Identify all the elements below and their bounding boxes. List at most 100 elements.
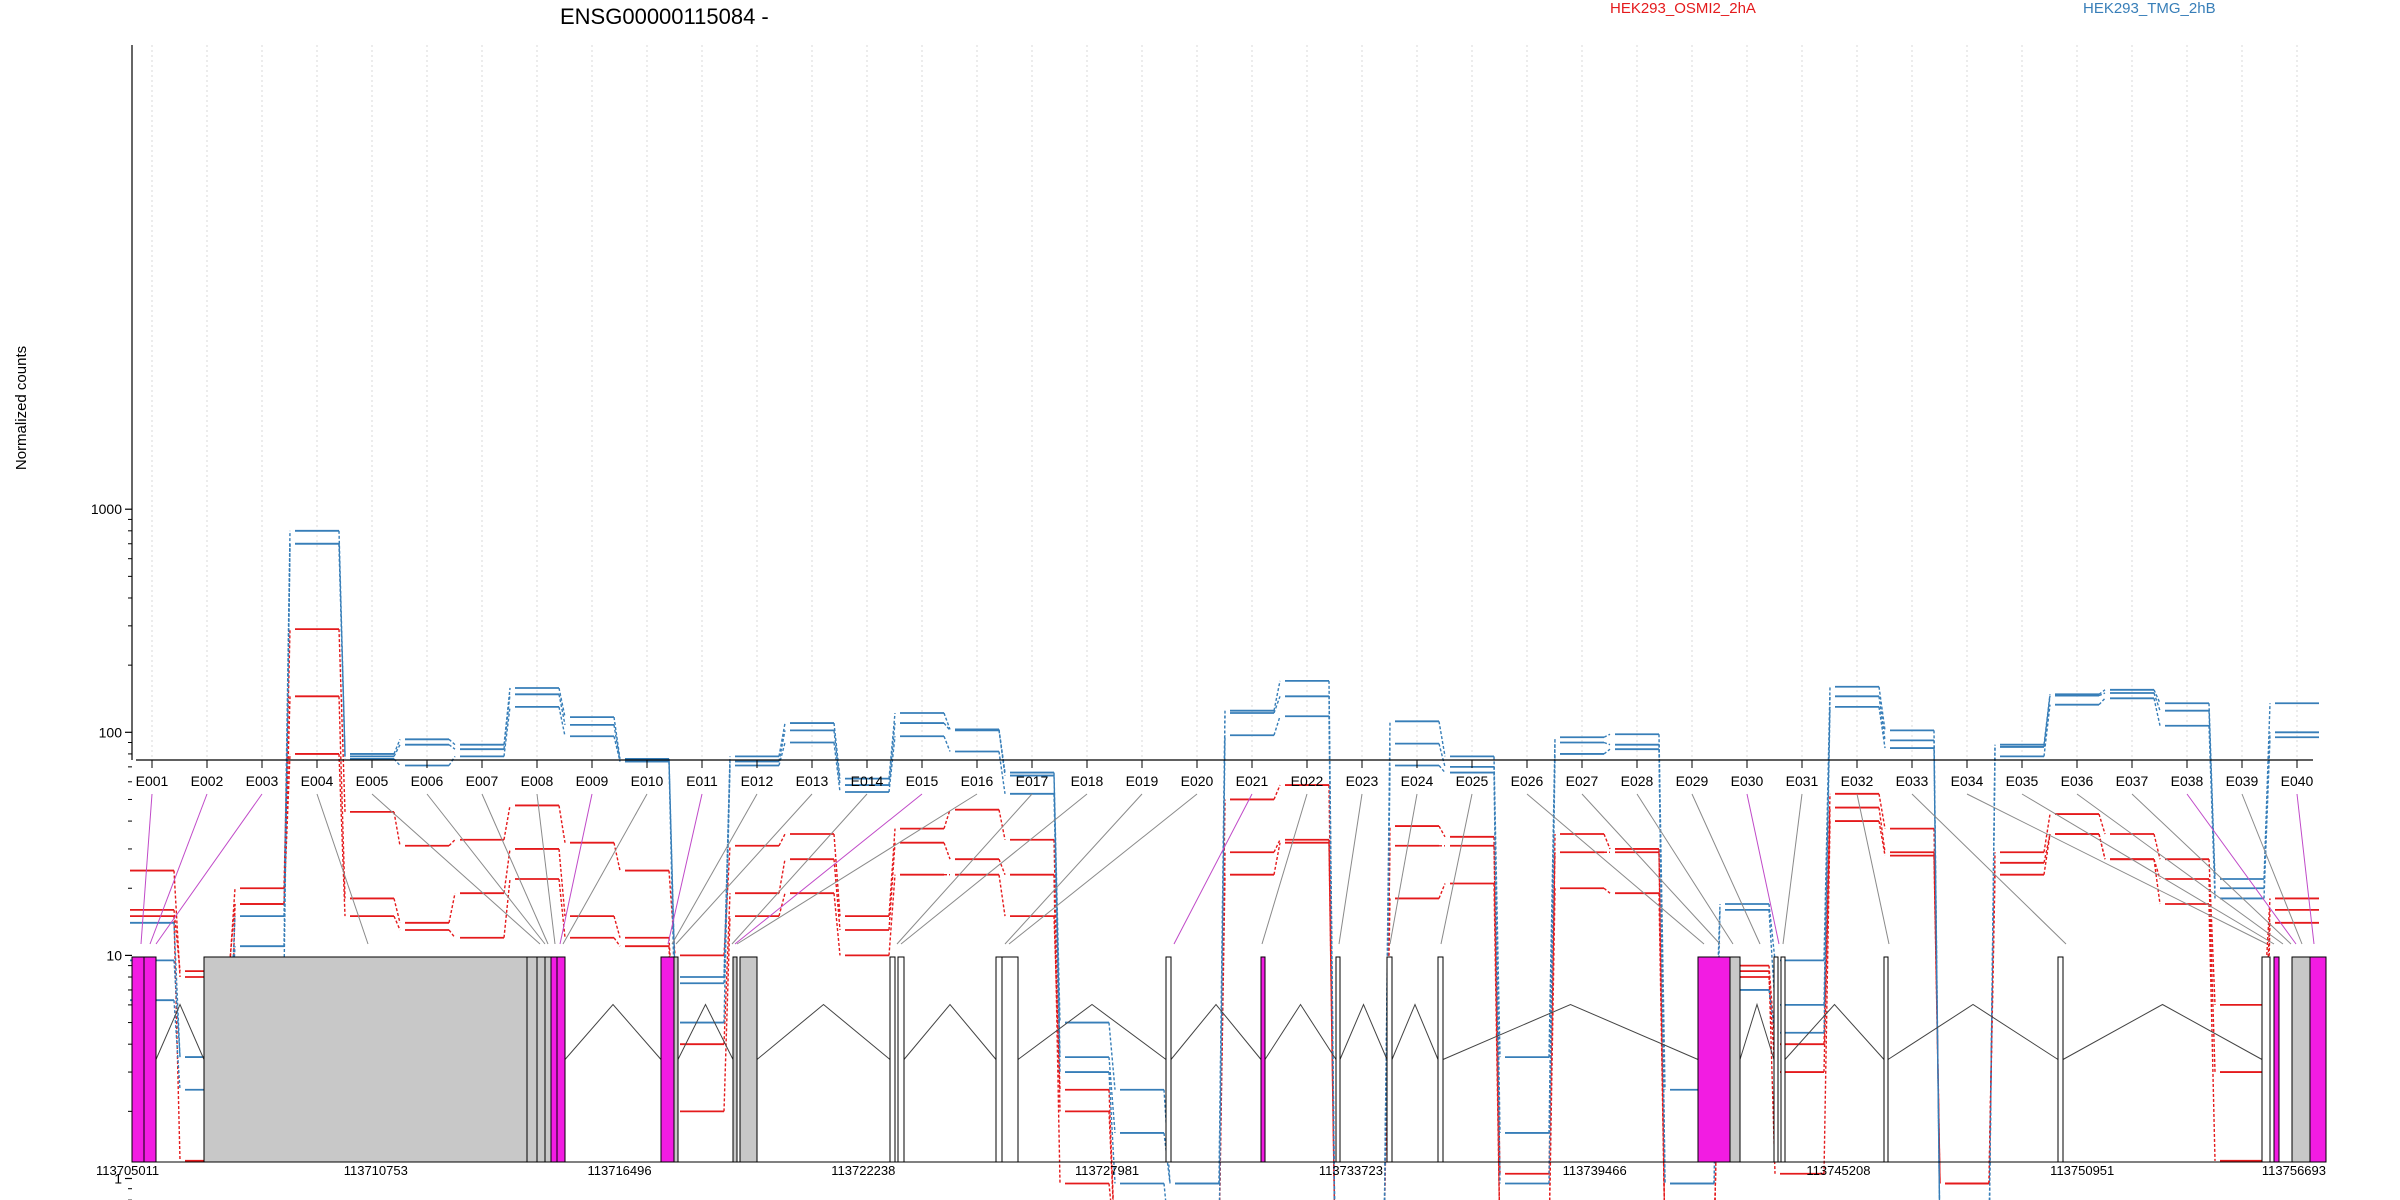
data-ramp xyxy=(1603,733,1611,738)
gene-exon-box xyxy=(556,956,566,1163)
exon-connector xyxy=(140,793,153,945)
data-ramp xyxy=(2098,813,2106,835)
gene-exon-box xyxy=(732,956,738,1163)
data-ramp xyxy=(338,543,346,759)
gene-exon-box xyxy=(2057,956,2064,1163)
data-ramp xyxy=(723,845,731,956)
data-ramp xyxy=(613,724,621,762)
data-ramp xyxy=(1218,735,1226,1200)
data-ramp xyxy=(558,805,566,843)
data-ramp xyxy=(943,722,951,731)
intron-line xyxy=(756,1003,891,1060)
data-ramp xyxy=(943,735,951,752)
exon-label: E024 xyxy=(1401,773,1434,789)
exon-connector xyxy=(1440,793,1473,945)
gene-exon-box xyxy=(1165,956,1172,1163)
data-ramp xyxy=(2098,697,2106,706)
exon-label: E032 xyxy=(1841,773,1874,789)
coordinate-label: 113750951 xyxy=(2050,1163,2114,1178)
gene-exon-box xyxy=(2261,956,2271,1163)
data-ramp xyxy=(1108,1111,1114,1200)
data-ramp xyxy=(998,874,1006,917)
intron-line xyxy=(1339,1003,1388,1060)
coordinate-label: 113756693 xyxy=(2262,1163,2326,1178)
data-ramp xyxy=(1053,793,1061,1073)
exon-connector xyxy=(1004,793,1143,945)
coordinate-label: 113739466 xyxy=(1563,1163,1627,1178)
series-lines xyxy=(130,529,2319,1200)
gene-exon-box xyxy=(889,956,896,1163)
data-ramp xyxy=(1108,1072,1116,1184)
data-ramp xyxy=(1878,706,1886,749)
gene-exon-box xyxy=(143,956,157,1163)
data-ramp xyxy=(1658,749,1666,1184)
coordinate-label: 113733723 xyxy=(1319,1163,1383,1178)
gene-exon-box xyxy=(1883,956,1889,1163)
data-ramp xyxy=(1163,1183,1167,1200)
exon-label: E003 xyxy=(246,773,279,789)
data-ramp xyxy=(1549,888,1556,1200)
exon-label: E019 xyxy=(1126,773,1159,789)
exon-connector xyxy=(481,793,549,945)
gene-exon-box xyxy=(1260,956,1266,1163)
exon-connector xyxy=(1389,793,1418,945)
gene-exon-box xyxy=(897,956,905,1163)
data-ramp xyxy=(558,694,566,725)
intron-line xyxy=(155,1003,205,1060)
exon-label: E009 xyxy=(576,773,609,789)
data-ramp xyxy=(2208,903,2216,1161)
intron-line xyxy=(677,1003,734,1060)
gene-model xyxy=(131,956,2327,1163)
data-ramp xyxy=(173,870,181,978)
exon-connector xyxy=(1691,793,1761,945)
data-ramp xyxy=(998,809,1006,840)
legend-entry-osmi2: HEK293_OSMI2_2hA xyxy=(1610,0,1756,17)
y-tick-label: 1000 xyxy=(91,501,122,517)
intron-line xyxy=(1264,1003,1337,1060)
exon-connector xyxy=(2021,793,2275,945)
y-axis-label: Normalized counts xyxy=(13,346,30,470)
y-tick-label: 1 xyxy=(114,1171,122,1187)
exon-label: E033 xyxy=(1896,773,1929,789)
data-ramp xyxy=(173,909,181,972)
exon-connector xyxy=(1173,793,1253,945)
data-ramp xyxy=(448,839,456,847)
gene-exon-box xyxy=(203,956,528,1163)
data-ramp xyxy=(1768,903,1776,961)
gene-exon-box xyxy=(526,956,538,1163)
data-ramp xyxy=(998,751,1006,794)
coordinate-label: 113710753 xyxy=(344,1163,408,1178)
exon-label: E040 xyxy=(2281,773,2314,789)
exon-connector xyxy=(1636,793,1734,945)
data-ramp xyxy=(1988,756,1996,1200)
data-ramp xyxy=(778,833,786,847)
data-ramp xyxy=(833,722,841,779)
data-ramp xyxy=(173,922,181,1058)
exon-label: E035 xyxy=(2006,773,2039,789)
exon-connector xyxy=(536,793,556,945)
data-ramp xyxy=(173,960,181,1058)
data-ramp xyxy=(2098,689,2106,695)
exon-connector xyxy=(1911,793,2067,945)
exon-connector xyxy=(1261,793,1308,945)
data-ramp xyxy=(2043,695,2051,747)
exon-connector xyxy=(562,793,648,945)
data-ramp xyxy=(393,915,401,931)
exon-label: E011 xyxy=(686,773,718,789)
data-ramp xyxy=(888,828,896,917)
data-ramp xyxy=(338,696,346,899)
data-ramp xyxy=(998,730,1006,776)
gene-exon-box xyxy=(2309,956,2327,1163)
exon-label: E027 xyxy=(1566,773,1599,789)
exon-connector xyxy=(149,793,208,945)
data-ramp xyxy=(723,893,731,1045)
data-ramp xyxy=(833,833,841,917)
chart-title: ENSG00000115084 - xyxy=(560,4,769,29)
data-ramp xyxy=(448,929,456,939)
exon-connector xyxy=(731,793,868,945)
exon-connector xyxy=(1581,793,1721,945)
gene-exon-box xyxy=(1437,956,1444,1163)
exon-connector xyxy=(734,793,923,945)
exon-connector xyxy=(2186,793,2297,945)
data-ramp xyxy=(393,898,401,923)
